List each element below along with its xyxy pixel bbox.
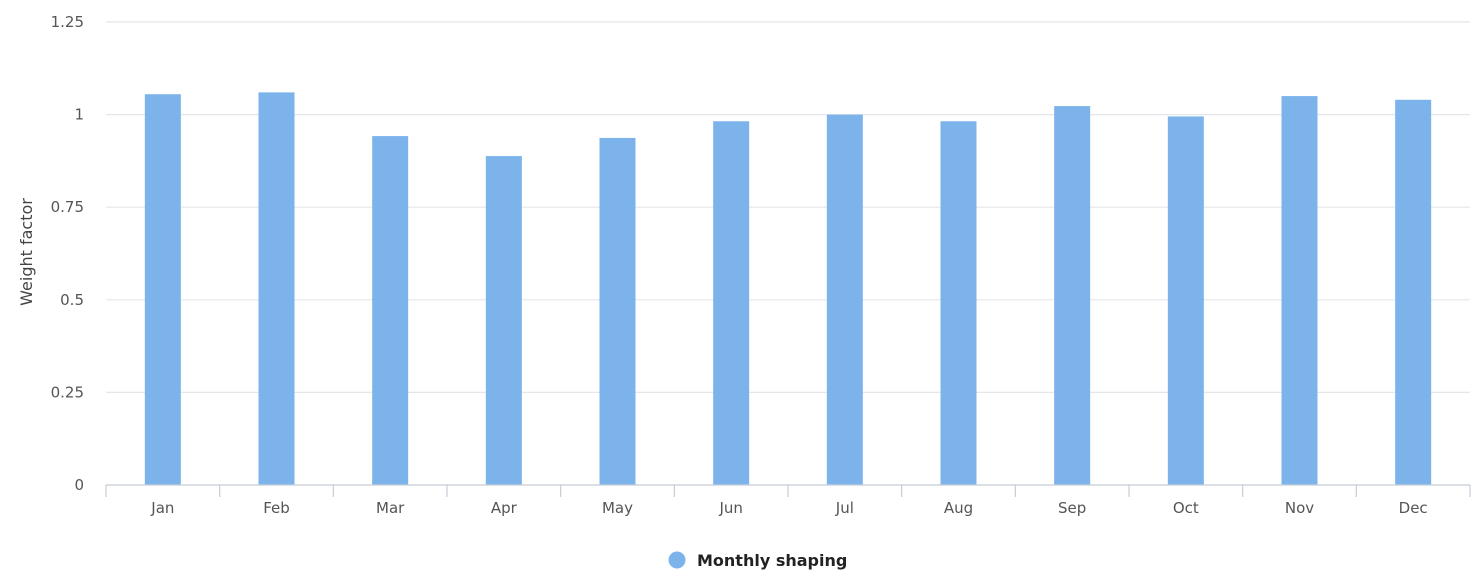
y-tick-label: 0.5 [60,291,84,309]
legend-label-monthly-shaping: Monthly shaping [697,551,847,570]
x-axis-labels: Jan Feb Mar Apr May Jun Jul Aug Sep Oct Nov Dec [150,499,1427,517]
bar-feb[interactable] [258,92,295,485]
bar-may[interactable] [599,137,636,486]
bar-apr[interactable] [485,156,522,486]
x-tick-label: Feb [263,499,290,517]
x-tick-label: Dec [1399,499,1428,517]
x-tick-label: Nov [1285,499,1314,517]
x-tick-label: Apr [491,499,518,517]
y-tick-label: 0 [74,476,84,494]
bar-nov[interactable] [1281,96,1318,485]
x-tick-label: Jun [718,499,742,517]
x-tick-label: May [602,499,633,517]
y-tick-label: 1 [74,106,84,124]
y-tick-label: 0.25 [51,383,84,401]
x-tick-label: Aug [944,499,973,517]
y-tick-label: 0.75 [51,198,84,216]
x-tick-label: Jan [150,499,174,517]
y-tick-label: 1.25 [51,13,84,31]
y-axis-title: Weight factor [17,198,36,306]
bar-aug[interactable] [940,121,977,485]
bars [144,92,1432,486]
y-axis-labels: 0 0.25 0.5 0.75 1 1.25 [51,13,84,494]
bar-jan[interactable] [144,94,181,485]
legend[interactable]: Monthly shaping [668,551,848,570]
bar-oct[interactable] [1167,116,1204,486]
bar-jun[interactable] [713,121,750,485]
bar-sep[interactable] [1054,106,1091,485]
bar-jul[interactable] [826,114,863,485]
x-tick-label: Mar [376,499,405,517]
legend-marker [668,551,686,569]
x-tick-label: Oct [1173,499,1199,517]
gridlines [106,21,1470,393]
bar-dec[interactable] [1395,99,1432,485]
x-tick-label: Jul [835,499,854,517]
bar-mar[interactable] [372,136,409,486]
x-axis [105,484,1471,497]
x-tick-label: Sep [1058,499,1086,517]
